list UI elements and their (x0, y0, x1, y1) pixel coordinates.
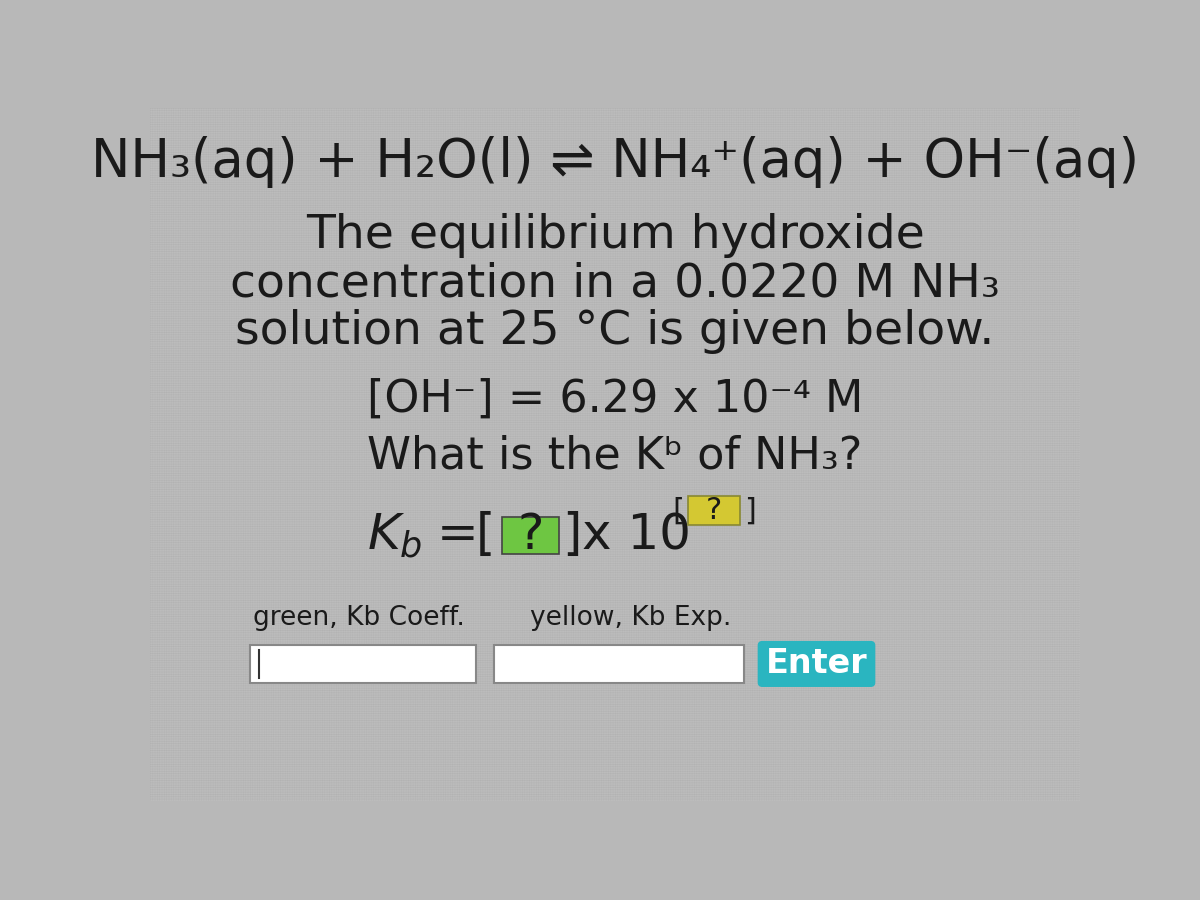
FancyBboxPatch shape (494, 644, 744, 683)
Text: [: [ (672, 496, 684, 526)
Text: ?: ? (706, 496, 722, 526)
Text: concentration in a 0.0220 M NH₃: concentration in a 0.0220 M NH₃ (230, 261, 1000, 306)
Text: x 10: x 10 (582, 511, 691, 559)
Text: solution at 25 °C is given below.: solution at 25 °C is given below. (235, 309, 995, 354)
Text: ]: ] (744, 496, 756, 526)
Text: ?: ? (517, 511, 544, 559)
Text: [: [ (475, 511, 496, 559)
Text: The equilibrium hydroxide: The equilibrium hydroxide (306, 212, 924, 257)
FancyBboxPatch shape (758, 642, 875, 687)
Text: yellow, Kb Exp.: yellow, Kb Exp. (530, 605, 731, 631)
Text: Enter: Enter (766, 647, 868, 680)
Text: green, Kb Coeff.: green, Kb Coeff. (253, 605, 466, 631)
FancyBboxPatch shape (250, 644, 476, 683)
FancyBboxPatch shape (502, 517, 559, 554)
Text: [OH⁻] = 6.29 x 10⁻⁴ M: [OH⁻] = 6.29 x 10⁻⁴ M (367, 378, 863, 420)
Text: What is the Kᵇ of NH₃?: What is the Kᵇ of NH₃? (367, 435, 863, 478)
Text: NH₃(aq) + H₂O(l) ⇌ NH₄⁺(aq) + OH⁻(aq): NH₃(aq) + H₂O(l) ⇌ NH₄⁺(aq) + OH⁻(aq) (91, 136, 1139, 188)
FancyBboxPatch shape (688, 496, 739, 526)
Text: ]: ] (563, 511, 582, 559)
Text: $K_b$: $K_b$ (367, 511, 422, 560)
Text: =: = (437, 511, 479, 559)
